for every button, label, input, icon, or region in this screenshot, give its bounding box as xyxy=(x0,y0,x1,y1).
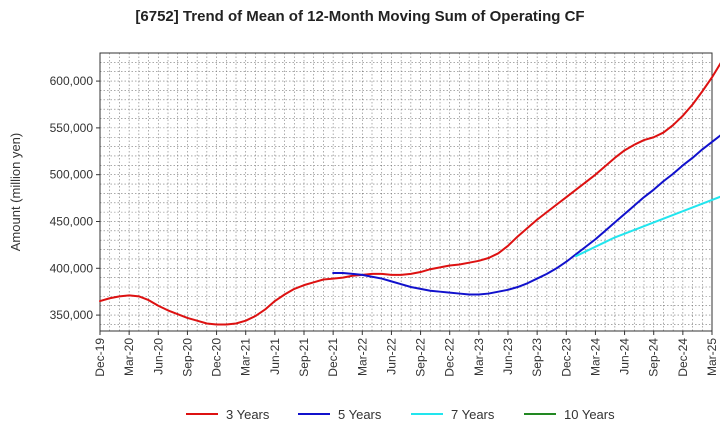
x-tick-label: Mar-22 xyxy=(355,338,369,376)
legend-label-7-years: 7 Years xyxy=(451,407,495,422)
legend-label-10-years: 10 Years xyxy=(564,407,615,422)
y-tick-label: 500,000 xyxy=(50,168,94,182)
chart-title: [6752] Trend of Mean of 12-Month Moving … xyxy=(135,8,585,25)
plot-frame xyxy=(99,52,713,332)
x-tick-label: Dec-23 xyxy=(559,338,573,377)
y-tick-label: 350,000 xyxy=(50,308,94,322)
x-tick-label: Dec-20 xyxy=(210,338,224,377)
x-tick-label: Mar-21 xyxy=(239,338,253,376)
y-axis-label: Amount (million yen) xyxy=(8,133,23,252)
x-tick-label: Dec-19 xyxy=(93,338,107,377)
x-tick-label: Mar-24 xyxy=(588,338,602,376)
x-tick-label: Dec-21 xyxy=(326,338,340,377)
x-tick-label: Sep-21 xyxy=(297,338,311,377)
x-tick-label: Mar-20 xyxy=(122,338,136,376)
x-tick-label: Dec-24 xyxy=(676,338,690,377)
legend-label-3-years: 3 Years xyxy=(226,407,270,422)
x-tick-label: Jun-22 xyxy=(384,338,398,375)
x-tick-label: Mar-25 xyxy=(705,338,719,376)
y-tick-label: 600,000 xyxy=(50,74,94,88)
series-line-3-years xyxy=(99,62,720,326)
x-tick-label: Mar-23 xyxy=(472,338,486,376)
x-tick-label: Dec-22 xyxy=(443,338,457,377)
y-tick-label: 450,000 xyxy=(50,214,94,228)
x-tick-label: Jun-21 xyxy=(268,338,282,375)
y-tick-label: 550,000 xyxy=(50,121,94,135)
x-tick-label: Sep-23 xyxy=(530,338,544,377)
x-tick-label: Jun-23 xyxy=(501,338,515,375)
x-tick-label: Jun-20 xyxy=(151,338,165,375)
x-tick-label: Sep-24 xyxy=(647,338,661,377)
x-tick-label: Sep-22 xyxy=(414,338,428,377)
x-tick-label: Sep-20 xyxy=(180,338,194,377)
series-line-5-years xyxy=(332,134,720,296)
x-tick-label: Jun-24 xyxy=(618,338,632,375)
legend-label-5-years: 5 Years xyxy=(338,407,382,422)
y-tick-label: 400,000 xyxy=(50,261,94,275)
series-line-7-years xyxy=(575,195,720,258)
plot-area xyxy=(100,53,712,331)
